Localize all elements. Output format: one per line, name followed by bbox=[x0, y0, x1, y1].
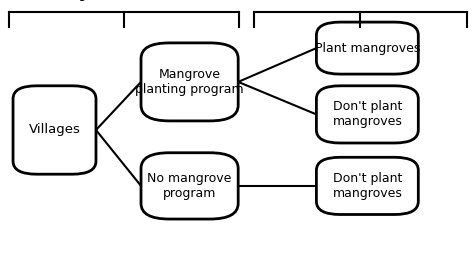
FancyBboxPatch shape bbox=[141, 43, 238, 121]
Text: Household Decision: Household Decision bbox=[299, 0, 422, 1]
Text: Villages: Villages bbox=[28, 124, 81, 136]
Text: No mangrove
program: No mangrove program bbox=[147, 172, 232, 200]
FancyBboxPatch shape bbox=[316, 22, 418, 74]
FancyBboxPatch shape bbox=[316, 157, 418, 214]
FancyBboxPatch shape bbox=[141, 153, 238, 219]
Text: Don't plant
mangroves: Don't plant mangroves bbox=[332, 172, 402, 200]
Text: Village Decision: Village Decision bbox=[52, 0, 152, 1]
FancyBboxPatch shape bbox=[13, 86, 96, 174]
Text: Plant mangroves: Plant mangroves bbox=[315, 42, 420, 55]
FancyBboxPatch shape bbox=[316, 86, 418, 143]
Text: Don't plant
mangroves: Don't plant mangroves bbox=[332, 100, 402, 128]
Text: Mangrove
planting program: Mangrove planting program bbox=[135, 68, 244, 96]
